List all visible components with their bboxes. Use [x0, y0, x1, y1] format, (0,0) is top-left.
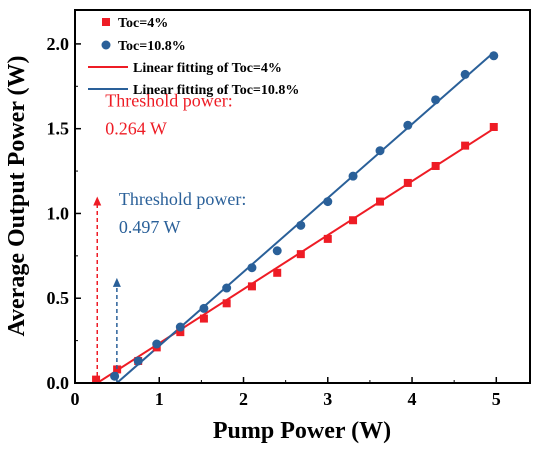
threshold-value: 0.497 W: [119, 217, 181, 237]
data-point-circle: [222, 283, 232, 293]
y-tick-label: 0.5: [47, 288, 70, 308]
x-axis-title: Pump Power (W): [213, 418, 391, 444]
data-point-circle: [323, 197, 333, 207]
plot-frame: [74, 9, 531, 384]
data-point-circle: [489, 51, 499, 61]
data-point-square: [323, 234, 332, 243]
legend-label: Toc=4%: [118, 16, 168, 31]
annotations-layer: Threshold power: 0.264 W Threshold power: 0…: [93, 91, 246, 383]
threshold-label: Threshold power:: [105, 91, 232, 111]
data-point-square: [296, 250, 305, 259]
threshold-arrow-head: [112, 277, 121, 287]
data-point-square: [349, 216, 358, 225]
y-tick-label: 1.5: [47, 119, 70, 139]
data-point-square: [92, 375, 101, 384]
x-tick-label: 2: [239, 389, 248, 409]
data-point-square: [247, 282, 256, 291]
fit-line: [96, 127, 495, 384]
data-point-square: [489, 122, 498, 131]
data-point-square: [273, 268, 282, 277]
data-point-square: [113, 365, 122, 374]
legend-marker-square: [102, 18, 110, 26]
threshold-arrow-head: [93, 196, 102, 206]
data-point-circle: [133, 356, 143, 366]
data-point-circle: [375, 146, 385, 156]
data-point-circle: [403, 120, 413, 130]
data-point-square: [376, 197, 385, 206]
y-tick-label: 0.0: [47, 373, 70, 393]
x-tick-label: 3: [323, 389, 332, 409]
data-point-circle: [431, 95, 441, 105]
x-tick-label: 0: [71, 389, 80, 409]
data-point-square: [176, 328, 185, 337]
legend-label: Linear fitting of Toc=10.8%: [133, 83, 299, 98]
legend-label: Toc=10.8%: [118, 39, 186, 54]
data-point-circle: [272, 246, 282, 256]
x-tick-label: 4: [408, 389, 417, 409]
data-point-circle: [175, 322, 185, 332]
data-point-circle: [199, 303, 209, 313]
data-point-square: [199, 314, 208, 323]
data-point-square: [222, 299, 231, 308]
data-point-circle: [152, 339, 162, 349]
x-tick-label: 1: [155, 389, 164, 409]
x-tick-label: 5: [492, 389, 501, 409]
data-point-square: [461, 141, 470, 150]
data-point-circle: [460, 69, 470, 79]
data-point-circle: [110, 371, 120, 381]
legend: Toc=4% Toc=10.8% Linear fitting of Toc=4% L…: [88, 16, 299, 98]
data-point-square: [403, 178, 412, 187]
data-point-circle: [296, 220, 306, 230]
data-point-square: [431, 161, 440, 170]
y-tick-label: 2.0: [47, 34, 70, 54]
y-tick-label: 1.0: [47, 203, 70, 223]
data-point-circle: [348, 171, 358, 181]
ticks-layer: 0 1 2 3 4 5 0.0 0.5 1.0 1.5 2.0: [47, 34, 501, 409]
y-axis-title: Average Output Power (W): [4, 55, 30, 336]
legend-label: Linear fitting of Toc=4%: [133, 61, 282, 76]
legend-marker-circle: [101, 40, 111, 50]
data-point-circle: [247, 263, 257, 273]
threshold-label: Threshold power:: [119, 189, 246, 209]
threshold-value: 0.264 W: [105, 119, 167, 139]
